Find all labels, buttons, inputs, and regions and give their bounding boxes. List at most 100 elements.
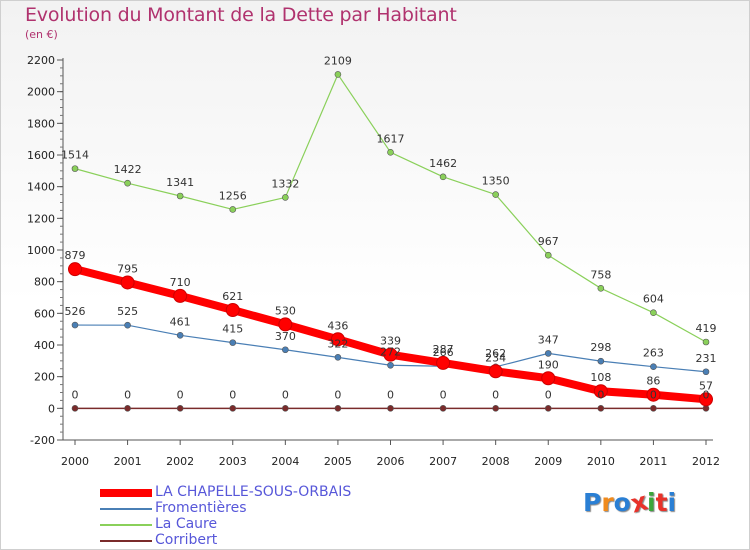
legend-swatch [100, 489, 152, 497]
data-label: 461 [170, 315, 191, 328]
x-tick-label: 2005 [324, 455, 352, 468]
series-line [74, 73, 707, 343]
data-label: 415 [222, 323, 243, 336]
data-point [282, 405, 289, 412]
data-label: 0 [72, 388, 79, 401]
y-tick-label: 1200 [27, 212, 55, 225]
data-point [699, 392, 713, 407]
y-tick-label: 1800 [27, 117, 55, 130]
chart-series [68, 71, 713, 412]
data-label: 621 [222, 290, 243, 303]
legend-swatch [100, 524, 152, 526]
logo-letter: o [613, 488, 631, 517]
data-label: 530 [275, 304, 296, 317]
data-point [544, 350, 552, 357]
legend-label: LA CHAPELLE-SOUS-ORBAIS [155, 484, 352, 500]
data-point [282, 346, 289, 354]
data-label: 0 [229, 388, 236, 401]
data-point [124, 179, 131, 187]
chart-subtitle: (en €) [25, 28, 58, 41]
data-label: 1514 [61, 149, 89, 162]
data-point [650, 405, 657, 412]
x-tick-label: 2006 [377, 455, 405, 468]
data-point [229, 405, 237, 412]
data-point [650, 363, 657, 370]
data-point [383, 347, 398, 362]
data-point [646, 387, 661, 402]
data-label: 0 [597, 388, 604, 401]
data-label: 339 [380, 335, 401, 348]
data-point [124, 405, 131, 412]
data-label: 525 [117, 305, 138, 318]
x-tick-label: 2012 [692, 455, 720, 468]
data-label: 419 [696, 322, 717, 335]
data-point [439, 173, 447, 181]
chart-axes: -200020040060080010001200140016001800200… [27, 54, 720, 468]
data-label: 0 [282, 388, 289, 401]
data-point [176, 192, 184, 200]
x-tick-label: 2002 [166, 455, 194, 468]
y-tick-label: 1400 [27, 181, 55, 194]
data-point [68, 262, 82, 277]
logo-letter: i [647, 488, 656, 517]
x-tick-label: 2007 [429, 455, 457, 468]
data-point [593, 384, 608, 399]
data-point [702, 338, 710, 346]
data-point [176, 405, 184, 412]
data-point [330, 332, 345, 347]
logo-letter: t [655, 488, 668, 517]
legend-label: Fromentières [155, 500, 247, 516]
data-point [597, 285, 605, 292]
data-point [387, 149, 394, 156]
data-label: 0 [177, 388, 184, 401]
data-point [492, 405, 499, 412]
data-point [387, 405, 394, 412]
data-label: 262 [485, 347, 506, 360]
data-label: 1332 [271, 177, 299, 190]
data-label: 1341 [166, 176, 194, 189]
logo-letter: P [583, 488, 602, 517]
y-tick-label: 400 [34, 339, 55, 352]
data-point [488, 364, 503, 379]
data-label: 2109 [324, 54, 352, 67]
legend-swatch [100, 540, 152, 542]
y-tick-label: 1000 [27, 244, 55, 257]
data-point [650, 309, 657, 317]
x-tick-label: 2009 [534, 455, 562, 468]
data-point [282, 194, 289, 201]
data-label: 0 [334, 388, 341, 401]
logo-letter: r [601, 488, 614, 517]
y-tick-label: 800 [34, 276, 55, 289]
data-label: 526 [65, 305, 86, 318]
legend-label: La Caure [155, 516, 218, 532]
data-point [229, 206, 237, 213]
data-label: 0 [440, 388, 447, 401]
data-label: 795 [117, 262, 138, 275]
data-label: 436 [327, 319, 348, 332]
data-label: 263 [643, 347, 664, 360]
line-chart: -200020040060080010001200140016001800200… [27, 54, 720, 468]
data-label: 0 [387, 388, 394, 401]
data-point [387, 361, 394, 369]
series-corribert [71, 405, 710, 412]
data-label: 231 [696, 352, 717, 365]
data-point [120, 275, 135, 290]
data-label: 1350 [482, 175, 510, 188]
data-label: 347 [538, 333, 559, 346]
data-point [597, 405, 605, 412]
y-tick-label: 1600 [27, 149, 55, 162]
data-label: 1617 [377, 132, 405, 145]
x-tick-label: 2003 [219, 455, 247, 468]
data-point [71, 321, 79, 329]
data-point [597, 357, 605, 365]
y-tick-label: 600 [34, 307, 55, 320]
x-tick-label: 2008 [482, 455, 510, 468]
series-fromentieres [71, 321, 710, 376]
y-tick-label: 2200 [27, 54, 55, 67]
data-point [334, 71, 342, 78]
logo-letter: i [667, 488, 677, 517]
data-point [439, 405, 447, 412]
data-label: 879 [65, 249, 86, 262]
data-point [225, 303, 240, 318]
